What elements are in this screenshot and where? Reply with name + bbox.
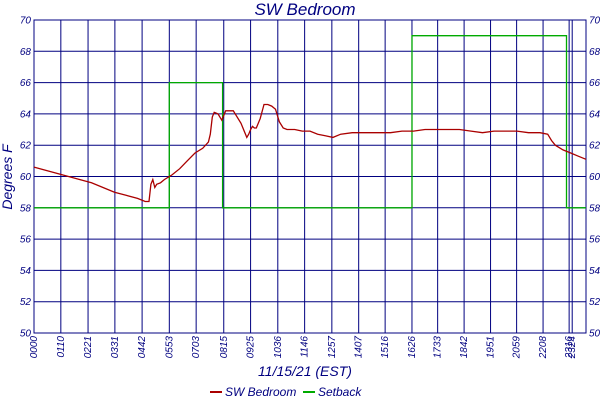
y-tick-label: 54 <box>20 266 32 277</box>
series-line-setback <box>34 35 586 209</box>
y-tick-label-right: 66 <box>589 78 600 89</box>
x-tick-label: 0925 <box>246 336 257 359</box>
x-tick-label: 2324 <box>567 336 578 360</box>
x-tick-label: 0442 <box>137 336 148 359</box>
x-tick-label: 2208 <box>538 336 549 360</box>
y-tick-label-right: 60 <box>589 172 600 183</box>
x-tick-label: 1257 <box>327 336 338 359</box>
x-tick-label: 0331 <box>110 336 121 358</box>
x-tick-label: 1146 <box>300 336 311 358</box>
y-tick-label-right: 54 <box>589 266 600 277</box>
chart-title: SW Bedroom <box>254 0 355 19</box>
grid-lines <box>33 19 586 334</box>
x-tick-label: 0000 <box>29 336 40 359</box>
y-tick-label: 52 <box>20 297 32 308</box>
y-tick-label-right: 68 <box>589 47 600 58</box>
x-tick-label: 1733 <box>433 336 444 359</box>
x-tick-label: 2059 <box>512 336 523 360</box>
x-tick-label: 2316 <box>564 336 575 360</box>
y-tick-label: 56 <box>20 235 32 246</box>
y-tick-label-right: 70 <box>589 16 600 27</box>
series-layer <box>33 35 587 209</box>
y-tick-label-right: 52 <box>589 297 600 308</box>
y-tick-label-right: 50 <box>589 329 600 340</box>
x-tick-label: 1516 <box>380 336 391 359</box>
y-tick-label: 60 <box>20 172 32 183</box>
y-tick-label-right: 56 <box>589 235 600 246</box>
x-axis-title: 11/15/21 (EST) <box>258 363 352 379</box>
y-axis-right-ticks: 50 52 54 56 58 60 62 64 66 68 70 <box>589 16 600 340</box>
y-tick-label: 64 <box>20 109 32 120</box>
y-tick-label: 68 <box>20 47 32 58</box>
x-tick-label: 1842 <box>459 336 470 359</box>
x-tick-label: 1951 <box>486 336 497 358</box>
x-tick-label: 0815 <box>219 336 230 359</box>
series-line-sw-bedroom <box>33 103 587 203</box>
y-tick-label: 70 <box>20 16 32 27</box>
x-tick-label: 0553 <box>164 336 175 359</box>
x-tick-label: 0110 <box>56 336 67 358</box>
x-tick-label: 1626 <box>407 336 418 359</box>
x-tick-label: 0703 <box>191 336 202 359</box>
x-tick-label: 0221 <box>83 336 94 358</box>
y-tick-label: 62 <box>20 141 32 152</box>
y-tick-label: 66 <box>20 78 32 89</box>
legend-entry: SW Bedroom <box>225 385 296 399</box>
x-tick-label: 1036 <box>273 336 284 359</box>
y-tick-label-right: 64 <box>589 109 600 120</box>
y-axis-title: Degrees F <box>0 143 15 210</box>
x-tick-label: 1407 <box>354 336 365 359</box>
y-tick-label: 50 <box>20 329 32 340</box>
legend-entry: Setback <box>318 385 362 399</box>
y-tick-label-right: 58 <box>589 203 600 214</box>
y-tick-label: 58 <box>20 203 32 214</box>
legend: SW Bedroom Setback <box>210 385 362 399</box>
y-axis-left-ticks: 50 52 54 56 58 60 62 64 66 68 70 <box>20 16 32 340</box>
x-axis-ticks: 0000 0110 0221 0331 0442 0553 0703 0815 0925 1036… <box>29 336 578 360</box>
y-tick-label-right: 62 <box>589 141 600 152</box>
